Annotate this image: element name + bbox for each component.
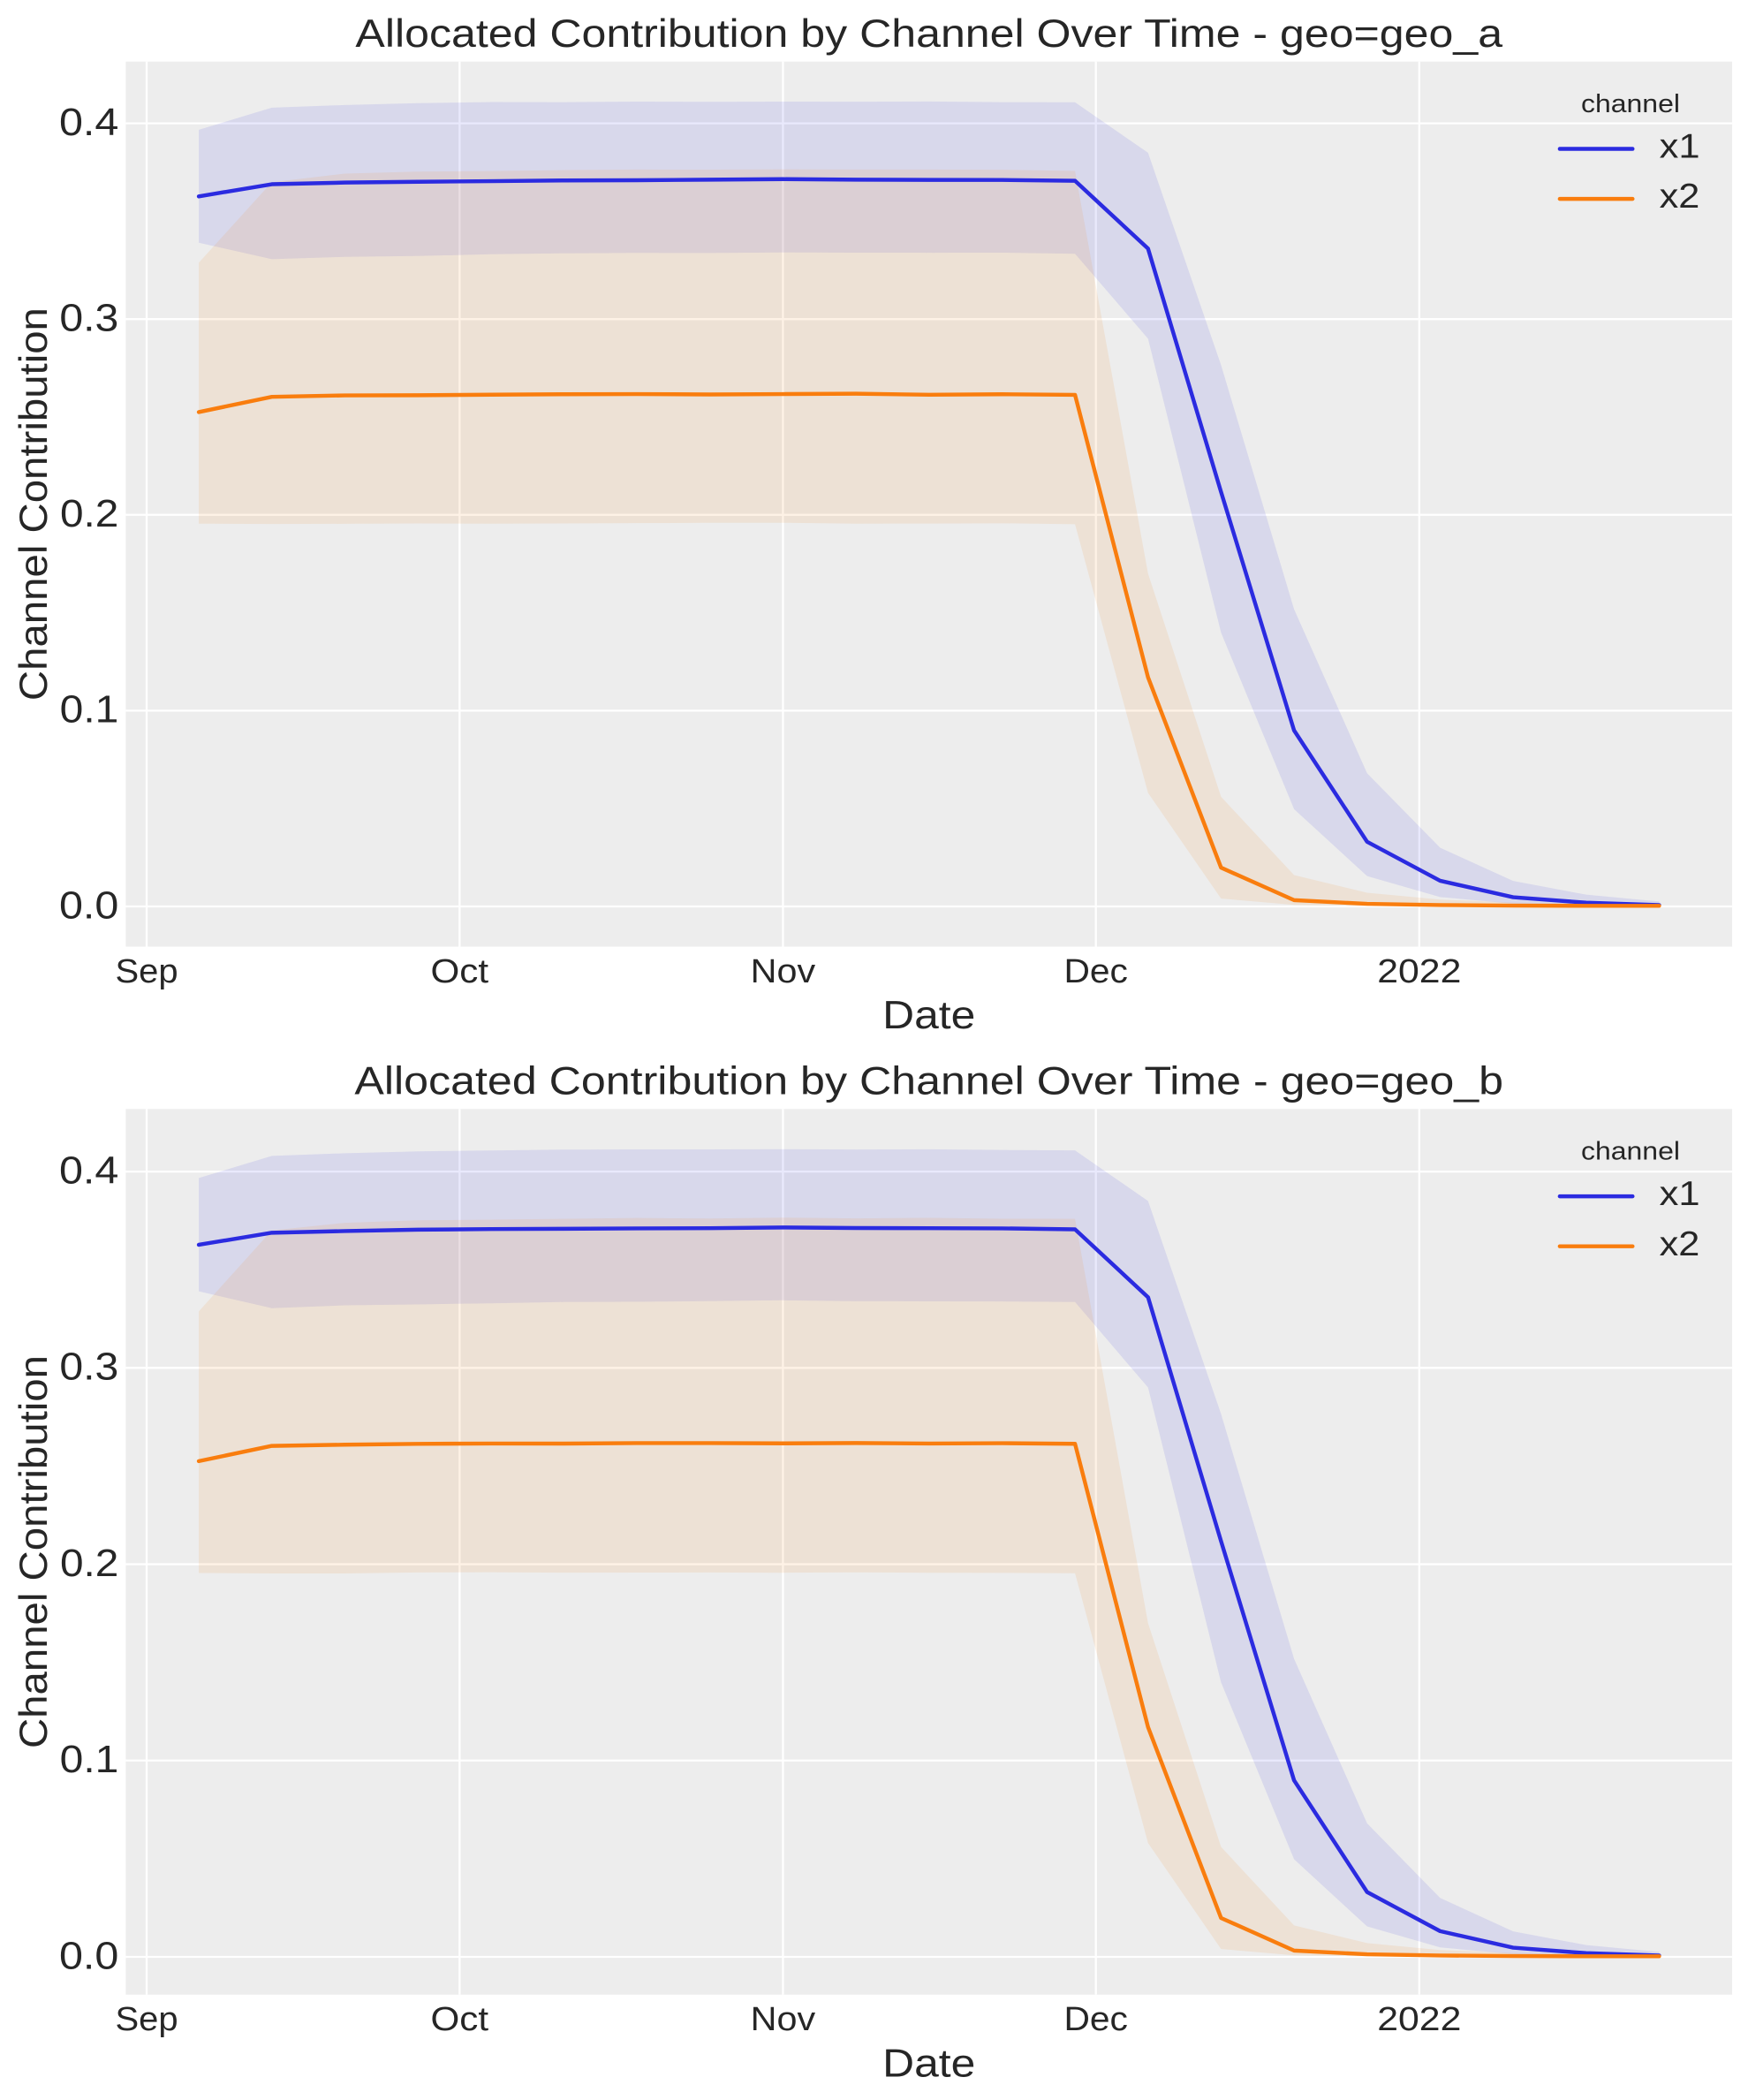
svg-text:x2: x2 bbox=[1660, 1225, 1700, 1263]
svg-text:0.3: 0.3 bbox=[59, 298, 118, 340]
svg-text:0.1: 0.1 bbox=[60, 1739, 119, 1781]
svg-text:2022: 2022 bbox=[1377, 952, 1461, 990]
svg-text:Date: Date bbox=[882, 994, 975, 1037]
svg-text:0.4: 0.4 bbox=[59, 102, 118, 144]
svg-text:0.2: 0.2 bbox=[60, 493, 118, 535]
svg-text:0.0: 0.0 bbox=[59, 1935, 118, 1977]
svg-text:channel: channel bbox=[1581, 1137, 1680, 1165]
svg-text:Dec: Dec bbox=[1063, 2000, 1128, 2038]
svg-text:Date: Date bbox=[882, 2043, 975, 2086]
svg-text:Allocated Contribution by Chan: Allocated Contribution by Channel Over T… bbox=[355, 12, 1502, 56]
svg-text:Sep: Sep bbox=[115, 952, 178, 990]
svg-text:Oct: Oct bbox=[431, 2000, 489, 2038]
svg-text:2022: 2022 bbox=[1377, 2000, 1461, 2038]
svg-text:Nov: Nov bbox=[751, 2000, 816, 2038]
svg-text:Dec: Dec bbox=[1063, 952, 1128, 990]
svg-text:0.3: 0.3 bbox=[59, 1346, 118, 1389]
svg-text:x2: x2 bbox=[1660, 178, 1700, 216]
svg-text:0.2: 0.2 bbox=[60, 1543, 118, 1585]
svg-text:Nov: Nov bbox=[751, 952, 816, 990]
svg-text:Sep: Sep bbox=[115, 2000, 178, 2038]
svg-text:Allocated Contribution by Chan: Allocated Contribution by Channel Over T… bbox=[354, 1060, 1503, 1103]
svg-text:Channel Contribution: Channel Contribution bbox=[12, 1355, 56, 1748]
svg-text:Oct: Oct bbox=[431, 952, 489, 990]
svg-text:0.1: 0.1 bbox=[60, 689, 119, 732]
svg-text:x1: x1 bbox=[1660, 1175, 1700, 1213]
svg-text:0.0: 0.0 bbox=[59, 884, 118, 927]
svg-text:x1: x1 bbox=[1660, 128, 1700, 166]
svg-text:Channel Contribution: Channel Contribution bbox=[12, 307, 56, 701]
svg-text:channel: channel bbox=[1581, 90, 1680, 118]
svg-text:0.4: 0.4 bbox=[59, 1149, 118, 1192]
